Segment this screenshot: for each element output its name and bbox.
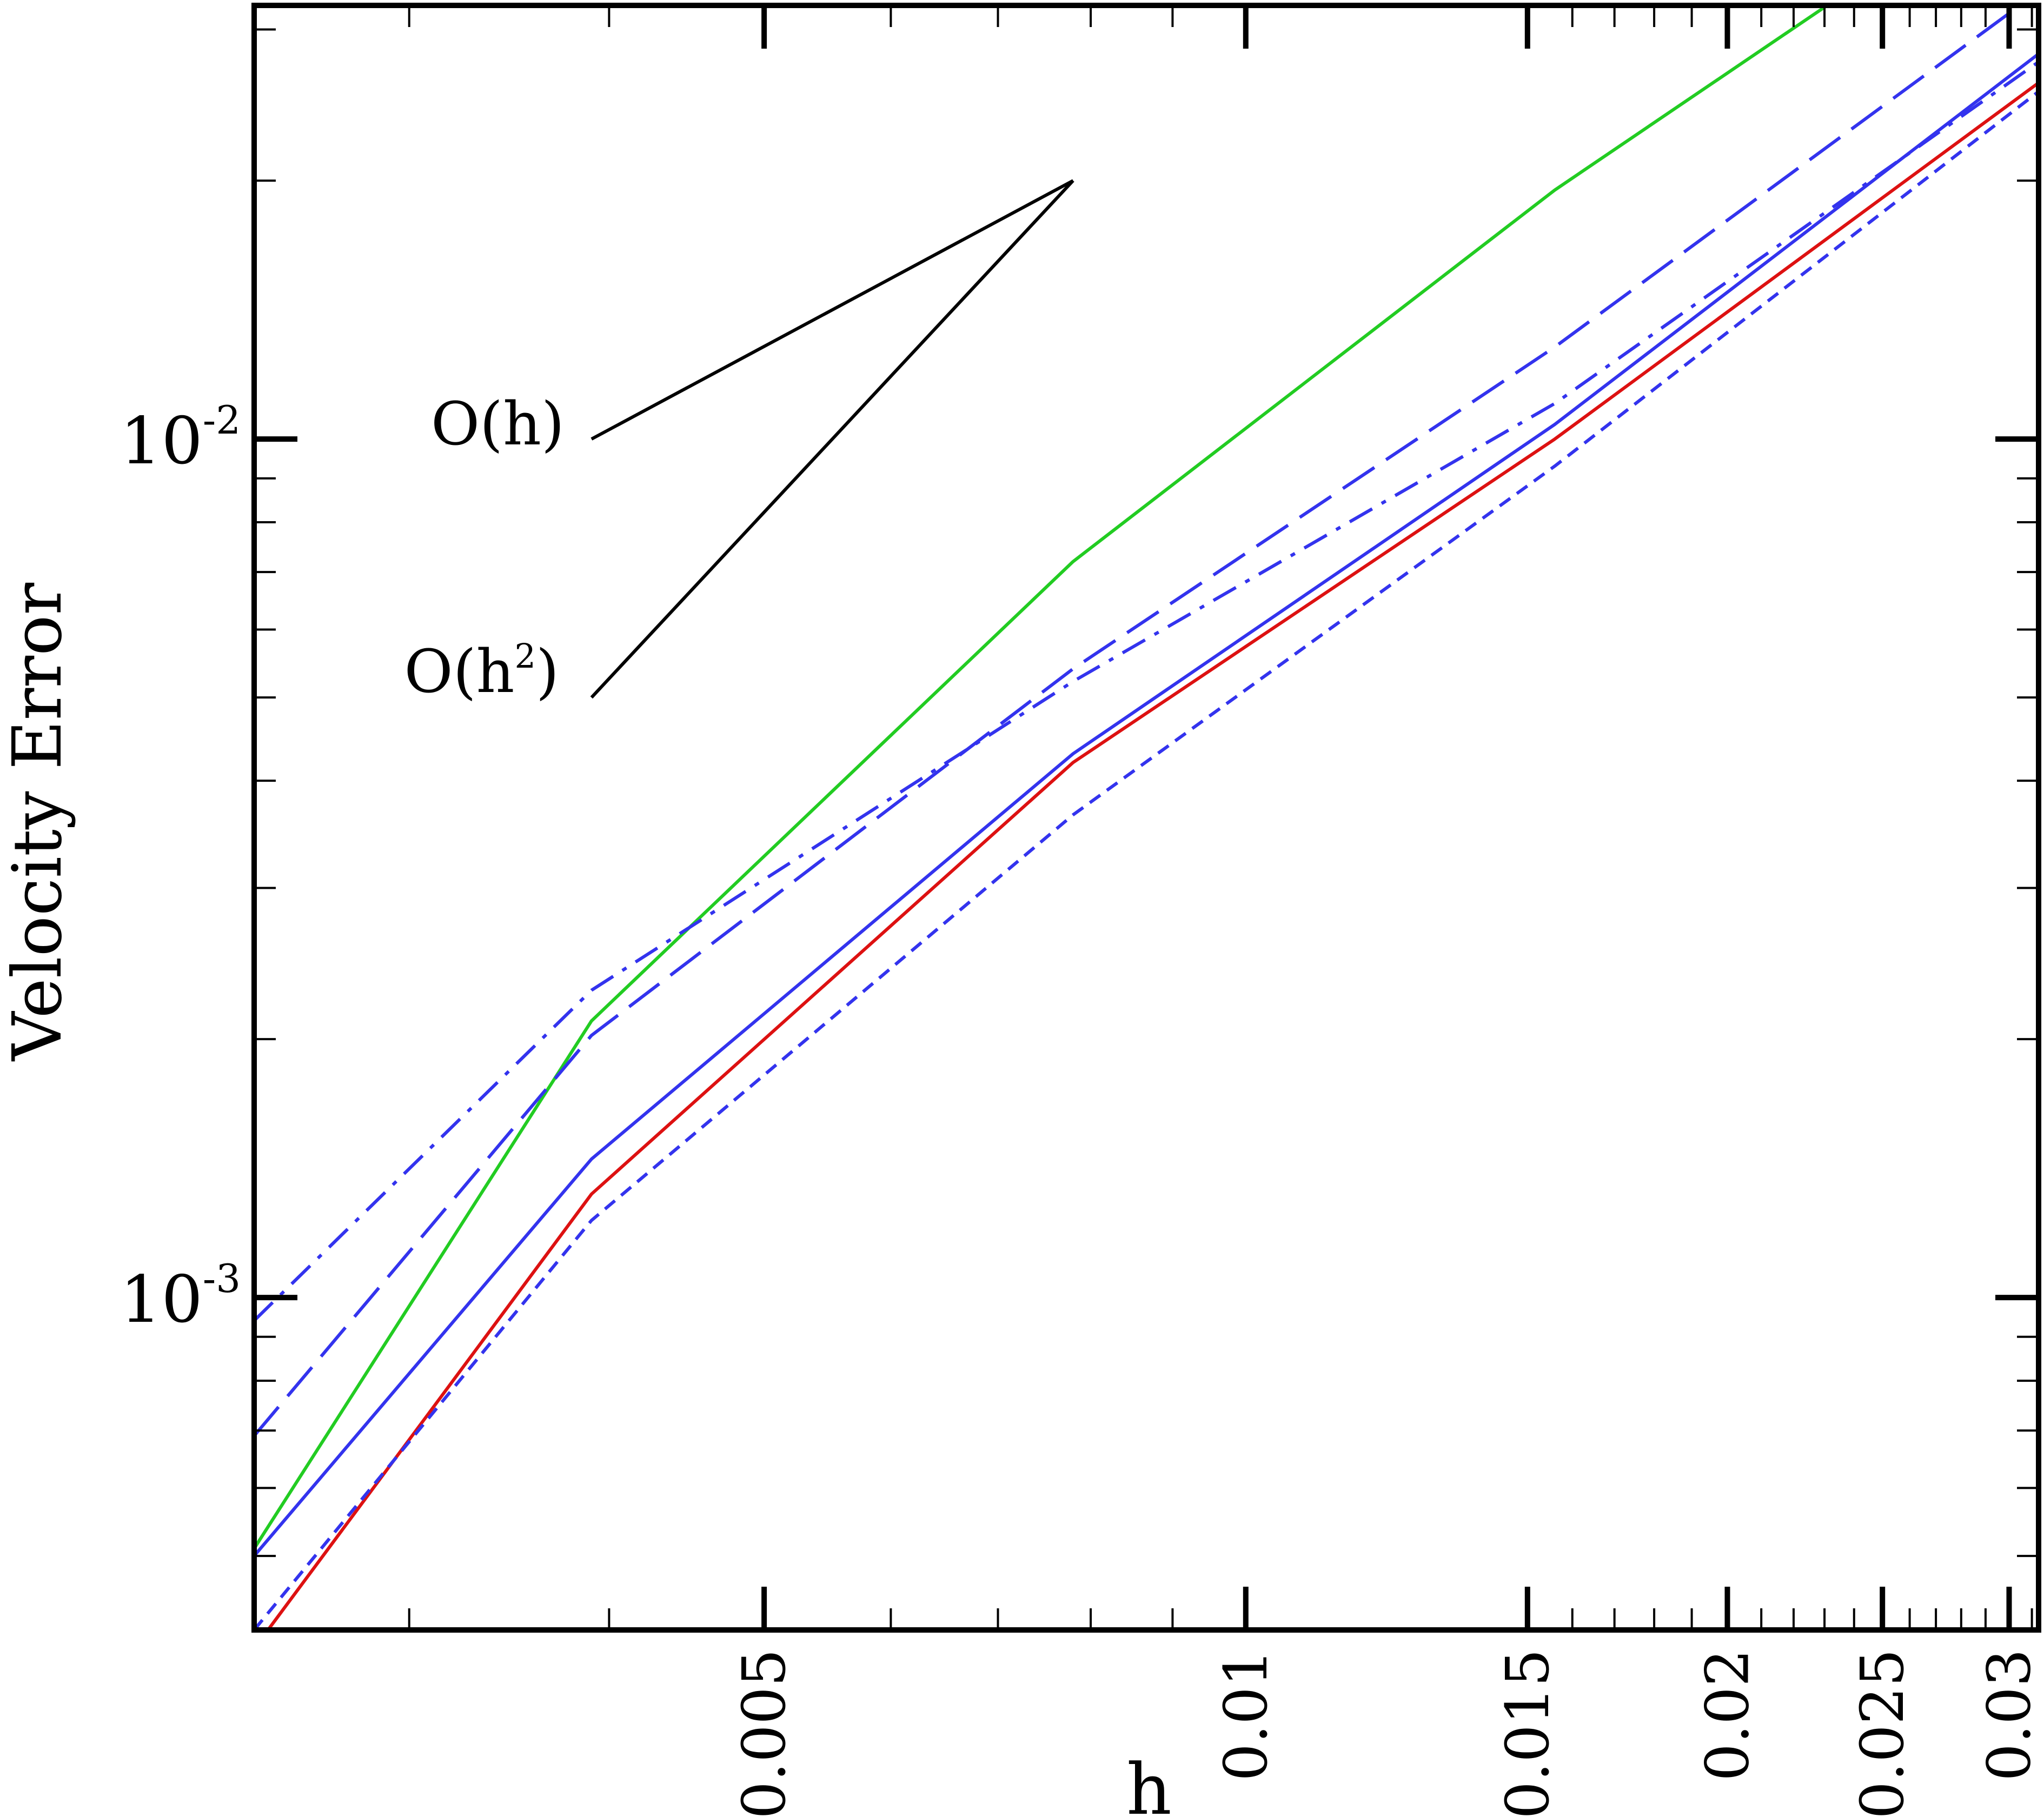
order-h2-label: O(h2) (404, 636, 559, 706)
x-tick-label: 0.025 (1848, 1649, 1917, 1817)
series-line-1 (254, 5, 1830, 1550)
series-line-6 (254, 90, 2039, 1630)
y-axis-title: Velocity Error (0, 583, 77, 1062)
series-line-3 (254, 61, 2039, 1322)
order-h-label: O(h) (431, 389, 565, 458)
series-layer (254, 5, 2039, 1630)
x-tick-label: 0.01 (1211, 1649, 1280, 1781)
plot-frame (251, 3, 2041, 1633)
series-line-4 (254, 52, 2039, 1558)
y-tick-label: 10-3 (120, 1256, 241, 1337)
x-axis-title: h (1126, 1748, 1172, 1817)
series-line-5 (266, 81, 2039, 1630)
order-h-slope-line (590, 179, 1074, 441)
order-h2-slope-line (590, 179, 1074, 699)
x-tick-label: 0.015 (1493, 1649, 1562, 1817)
x-tick-label: 0.005 (729, 1649, 799, 1817)
labels-layer: 10-3 10-2 0.005 0.01 0.015 0.02 0.025 0.03 (120, 397, 2043, 1817)
series-line-2 (254, 5, 2023, 1437)
x-tick-label: 0.03 (1975, 1649, 2044, 1781)
y-tick-label: 10-2 (120, 397, 241, 479)
x-tick-label: 0.02 (1693, 1649, 1762, 1781)
annotation-layer: O(h) O(h2) (404, 179, 1074, 706)
ticks-layer (254, 5, 2039, 1630)
